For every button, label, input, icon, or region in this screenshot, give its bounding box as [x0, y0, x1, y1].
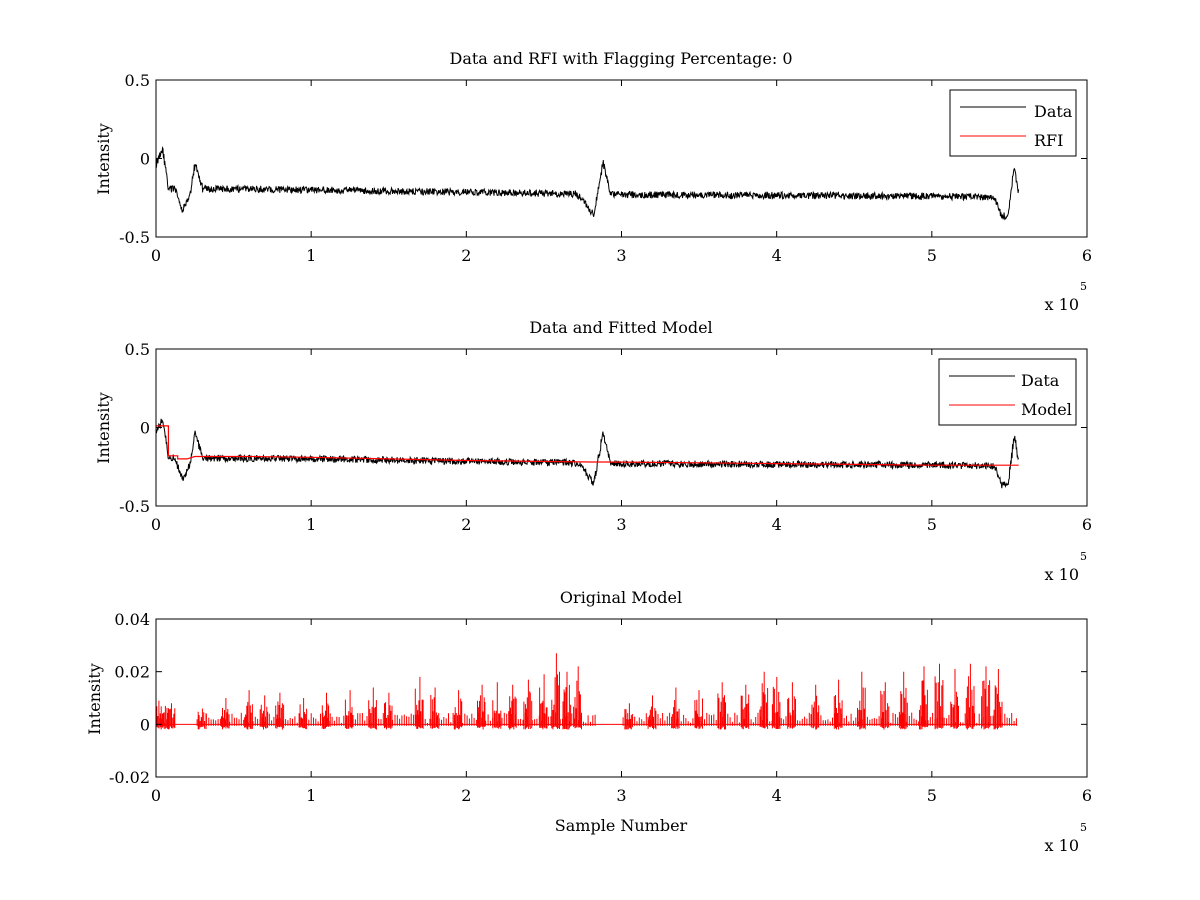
rfi-spike: [275, 692, 285, 730]
plot-area: 0 1 2 3 4 5 6-0.500.5: [119, 340, 1092, 534]
y-tick-label: 0.04: [114, 610, 150, 629]
x-tick-label: 0: [151, 786, 161, 805]
chart-title: Data and RFI with Flagging Percentage: 0: [449, 49, 792, 68]
series-layer: [156, 146, 1020, 221]
y-tick-label: 0: [140, 150, 150, 169]
rfi-spike: [562, 671, 572, 730]
panel-data-and-fitted-model: Data and Fitted Model Intensity 0 1 2 3 4 5 6 -…: [94, 318, 1092, 584]
x-tick-label: 5: [927, 515, 937, 534]
x-exponent-label: x 10: [1045, 295, 1079, 314]
series-layer: [156, 653, 1018, 730]
x-tick-label: 6: [1082, 786, 1092, 805]
x-exponent-label: x 10: [1045, 836, 1079, 855]
x-exponent-power: 5: [1080, 550, 1087, 563]
chart-title: Data and Fitted Model: [529, 318, 712, 337]
x-tick-label: 4: [772, 786, 782, 805]
legend: Data RFI: [949, 89, 1077, 157]
y-axis-label: Intensity: [94, 123, 113, 195]
x-exponent-label: x 10: [1045, 565, 1079, 584]
legend-entry-model: Model: [1021, 400, 1072, 419]
x-tick-label: 1: [306, 515, 316, 534]
x-tick-label: 2: [461, 786, 471, 805]
x-tick-label: 5: [927, 246, 937, 265]
y-tick-label: 0.02: [114, 663, 150, 682]
chart-title: Original Model: [560, 588, 682, 607]
x-tick-label: 4: [772, 515, 782, 534]
x-tick-label: 0: [151, 515, 161, 534]
y-tick-label: 0.5: [125, 71, 150, 90]
x-tick-label: 3: [616, 246, 626, 265]
x-tick-label: 6: [1082, 246, 1092, 265]
y-tick-label: -0.5: [119, 228, 150, 247]
panel-original-model: Original Model Intensity 0 1 2 3 4 5 6-0.0200.…: [85, 588, 1092, 855]
rfi-spike: [934, 663, 944, 730]
legend-entry-data: Data: [1021, 371, 1060, 390]
x-tick-label: 4: [772, 246, 782, 265]
series-line-model: [156, 425, 1019, 466]
legend-entry-rfi: RFI: [1034, 131, 1063, 150]
legend: Data Model: [938, 358, 1077, 426]
x-exponent-power: 5: [1080, 821, 1087, 834]
y-axis-label: Intensity: [94, 392, 113, 464]
rfi-spike: [453, 690, 463, 730]
series-line-data: [156, 146, 1020, 221]
rfi-spike: [771, 676, 781, 729]
x-tick-label: 5: [927, 786, 937, 805]
series-line-data: [156, 418, 1020, 489]
y-tick-label: -0.5: [119, 497, 150, 516]
y-tick-label: -0.02: [109, 768, 150, 787]
x-tick-label: 3: [616, 515, 626, 534]
x-tick-label: 6: [1082, 515, 1092, 534]
rfi-spike: [880, 682, 890, 730]
y-tick-label: 0: [140, 419, 150, 438]
y-tick-label: 0.5: [125, 340, 150, 359]
y-axis-label: Intensity: [85, 663, 104, 735]
x-axis-label: Sample Number: [555, 816, 688, 835]
y-tick-label: 0: [140, 715, 150, 734]
rfi-spike: [981, 666, 991, 730]
x-tick-label: 1: [306, 786, 316, 805]
plot-area: 0 1 2 3 4 5 6-0.500.5: [119, 71, 1092, 265]
legend-entry-data: Data: [1034, 102, 1073, 121]
x-exponent-power: 5: [1080, 280, 1087, 293]
x-tick-label: 2: [461, 246, 471, 265]
x-tick-label: 1: [306, 246, 316, 265]
rfi-spike: [717, 682, 726, 730]
series-layer: [156, 418, 1020, 489]
x-tick-label: 0: [151, 246, 161, 265]
x-tick-label: 3: [616, 786, 626, 805]
x-tick-label: 2: [461, 515, 471, 534]
panel-data-and-rfi: Data and RFI with Flagging Percentage: 0…: [94, 49, 1092, 314]
